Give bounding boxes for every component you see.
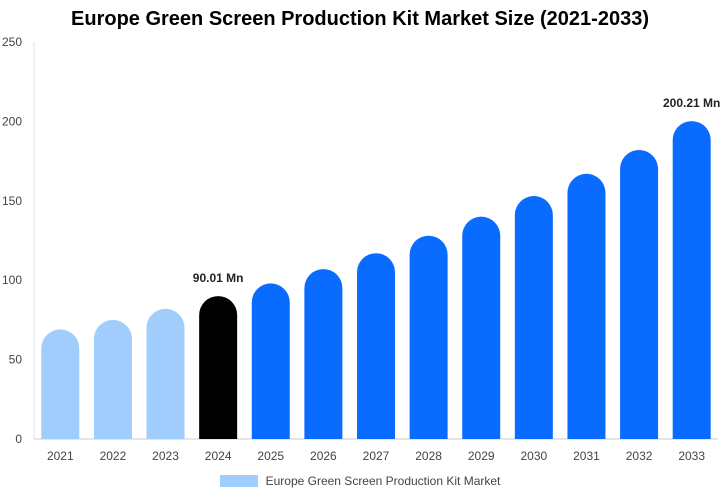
bar-2032 (620, 149, 659, 439)
x-tick-label: 2026 (310, 449, 337, 463)
x-tick-label: 2021 (47, 449, 74, 463)
bar-2022 (93, 319, 132, 439)
bar-chart: 0 50 100 150 200 250 2021 2022 2023 2024 90.01 Mn 2… (2, 35, 720, 463)
bar-2028 (409, 235, 448, 439)
data-label-2033: 200.21 Mn (663, 96, 720, 110)
bar-2026 (304, 269, 343, 439)
x-tick-label: 2033 (678, 449, 705, 463)
y-tick-label: 100 (2, 273, 22, 287)
bar-2033 (672, 121, 711, 439)
y-tick-label: 250 (2, 35, 22, 49)
chart-title: Europe Green Screen Production Kit Marke… (71, 8, 649, 30)
x-tick-label: 2023 (152, 449, 179, 463)
legend: Europe Green Screen Production Kit Marke… (0, 474, 720, 488)
bar-2024 (199, 296, 238, 439)
bar-2023 (146, 308, 185, 439)
x-tick-label: 2022 (100, 449, 127, 463)
data-label-2024: 90.01 Mn (193, 271, 244, 285)
bar-2027 (357, 253, 395, 439)
x-tick-label: 2032 (626, 449, 653, 463)
legend-label: Europe Green Screen Production Kit Marke… (265, 474, 501, 488)
y-tick-label: 0 (15, 432, 22, 446)
x-tick-label: 2027 (363, 449, 390, 463)
bar-2029 (462, 216, 501, 439)
y-tick-label: 200 (2, 114, 22, 128)
legend-swatch (219, 475, 258, 487)
y-tick-label: 50 (9, 353, 23, 367)
bar-2030 (514, 196, 553, 439)
x-tick-label: 2025 (257, 449, 284, 463)
bar-2031 (567, 173, 606, 439)
bar-2025 (251, 283, 290, 439)
x-tick-label: 2031 (573, 449, 600, 463)
bar-2021 (41, 329, 80, 439)
y-tick-label: 150 (2, 194, 22, 208)
x-tick-label: 2024 (205, 449, 232, 463)
x-tick-label: 2029 (468, 449, 495, 463)
x-tick-label: 2030 (520, 449, 547, 463)
x-tick-label: 2028 (415, 449, 442, 463)
